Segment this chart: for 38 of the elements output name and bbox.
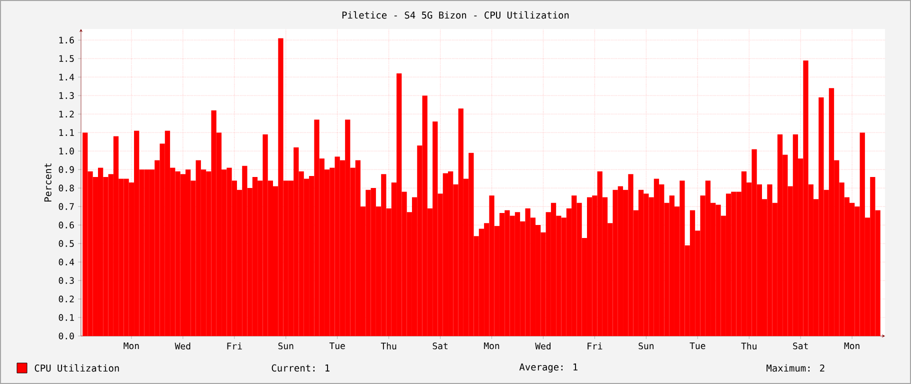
text: Maximum: 2 — [766, 364, 824, 372]
x-tick-label: Thu — [741, 342, 756, 350]
y-tick-label: 1.3 — [59, 92, 74, 99]
x-tick-label: Sat — [793, 342, 808, 350]
y-tick-label: 0.8 — [58, 184, 74, 192]
x-tick-label: Mon — [124, 342, 139, 350]
y-tick-label: 0.0 — [58, 332, 74, 340]
chart-title: Piletice - S4 5G Bizon - CPU Utilization — [342, 11, 569, 19]
y-tick-label: 0.4 — [58, 258, 74, 266]
y-tick-label: 1.1 — [59, 129, 74, 136]
x-tick-label: Thu — [380, 342, 396, 350]
x-tick-label: Sat — [432, 342, 448, 350]
x-tick-label: Tue — [690, 342, 706, 350]
y-tick-label: 0.9 — [58, 166, 74, 173]
y-tick-label: 0.1 — [58, 314, 74, 321]
text: Average: 1 — [519, 364, 578, 372]
y-axis-title: Percent — [44, 163, 52, 202]
x-tick-label: Mon — [484, 342, 500, 350]
y-tick-label: 0.5 — [58, 240, 74, 247]
x-tick-label: Wed — [535, 342, 550, 350]
x-tick-label: Wed — [174, 342, 190, 350]
y-tick-label: 0.7 — [58, 203, 74, 210]
text: Current: 1 — [272, 364, 330, 372]
y-tick-label: 1.4 — [59, 74, 74, 80]
y-tick-label: 0.6 — [58, 222, 74, 228]
y-tick-label: 1.6 — [59, 36, 74, 44]
x-tick-label: Fri — [588, 342, 602, 350]
legend-label: CPU Utilization — [34, 364, 119, 372]
x-tick-label: Tue — [329, 342, 345, 350]
y-tick-label: 1.2 — [59, 110, 74, 118]
x-tick-label: Fri — [227, 342, 242, 350]
x-tick-label: Sun — [638, 342, 654, 350]
x-tick-label: Mon — [844, 342, 860, 350]
y-tick-label: 0.2 — [58, 296, 74, 302]
x-tick-label: Sun — [278, 342, 294, 350]
y-tick-label: 1.0 — [59, 148, 74, 154]
y-tick-label: 0.3 — [58, 277, 74, 284]
y-tick-label: 1.5 — [59, 55, 74, 62]
